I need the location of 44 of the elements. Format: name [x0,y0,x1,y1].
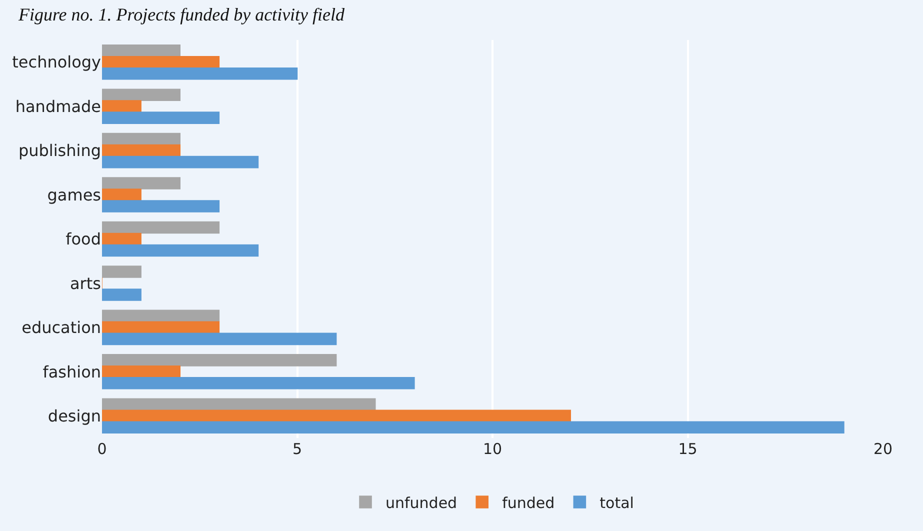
chart-title: Figure no. 1. Projects funded by activity field [17,4,346,25]
bar [102,354,337,366]
y-tick-label: publishing [18,141,101,160]
bar [102,132,180,146]
legend-label: unfunded [386,494,458,512]
y-tick-label: design [48,406,101,426]
bar [102,188,142,201]
bar [102,156,259,168]
y-tick-label: games [47,185,101,204]
y-tick-label: food [66,230,101,249]
x-tick-label: 15 [678,440,698,458]
y-tick-label: education [22,318,101,338]
bar [102,398,376,411]
bar [102,67,298,80]
bar [102,332,337,346]
bar [102,266,142,278]
bar [102,321,220,334]
bar [102,100,142,112]
y-tick-label: handmade [15,96,101,116]
y-tick-label: technology [12,52,101,72]
x-tick-label: 10 [482,440,502,458]
y-tick-label: arts [70,274,101,293]
bar [102,177,180,190]
x-tick-label: 20 [873,440,893,458]
bar [102,200,220,212]
bar [102,410,571,422]
x-tick-label: 0 [97,440,107,458]
y-tick-label: fashion [42,362,101,382]
bar [102,366,180,378]
bar [102,88,180,101]
legend-label: total [600,494,634,512]
bar [102,310,220,322]
bar [102,112,220,124]
bar [102,221,220,234]
legend-label: funded [502,494,555,512]
bar [102,377,415,390]
x-tick-label: 5 [292,440,302,458]
bar [102,56,220,68]
bar [102,232,142,246]
bar [102,144,180,157]
bar [102,44,180,57]
bar [102,244,259,257]
bar [102,421,844,434]
bar [102,288,142,301]
